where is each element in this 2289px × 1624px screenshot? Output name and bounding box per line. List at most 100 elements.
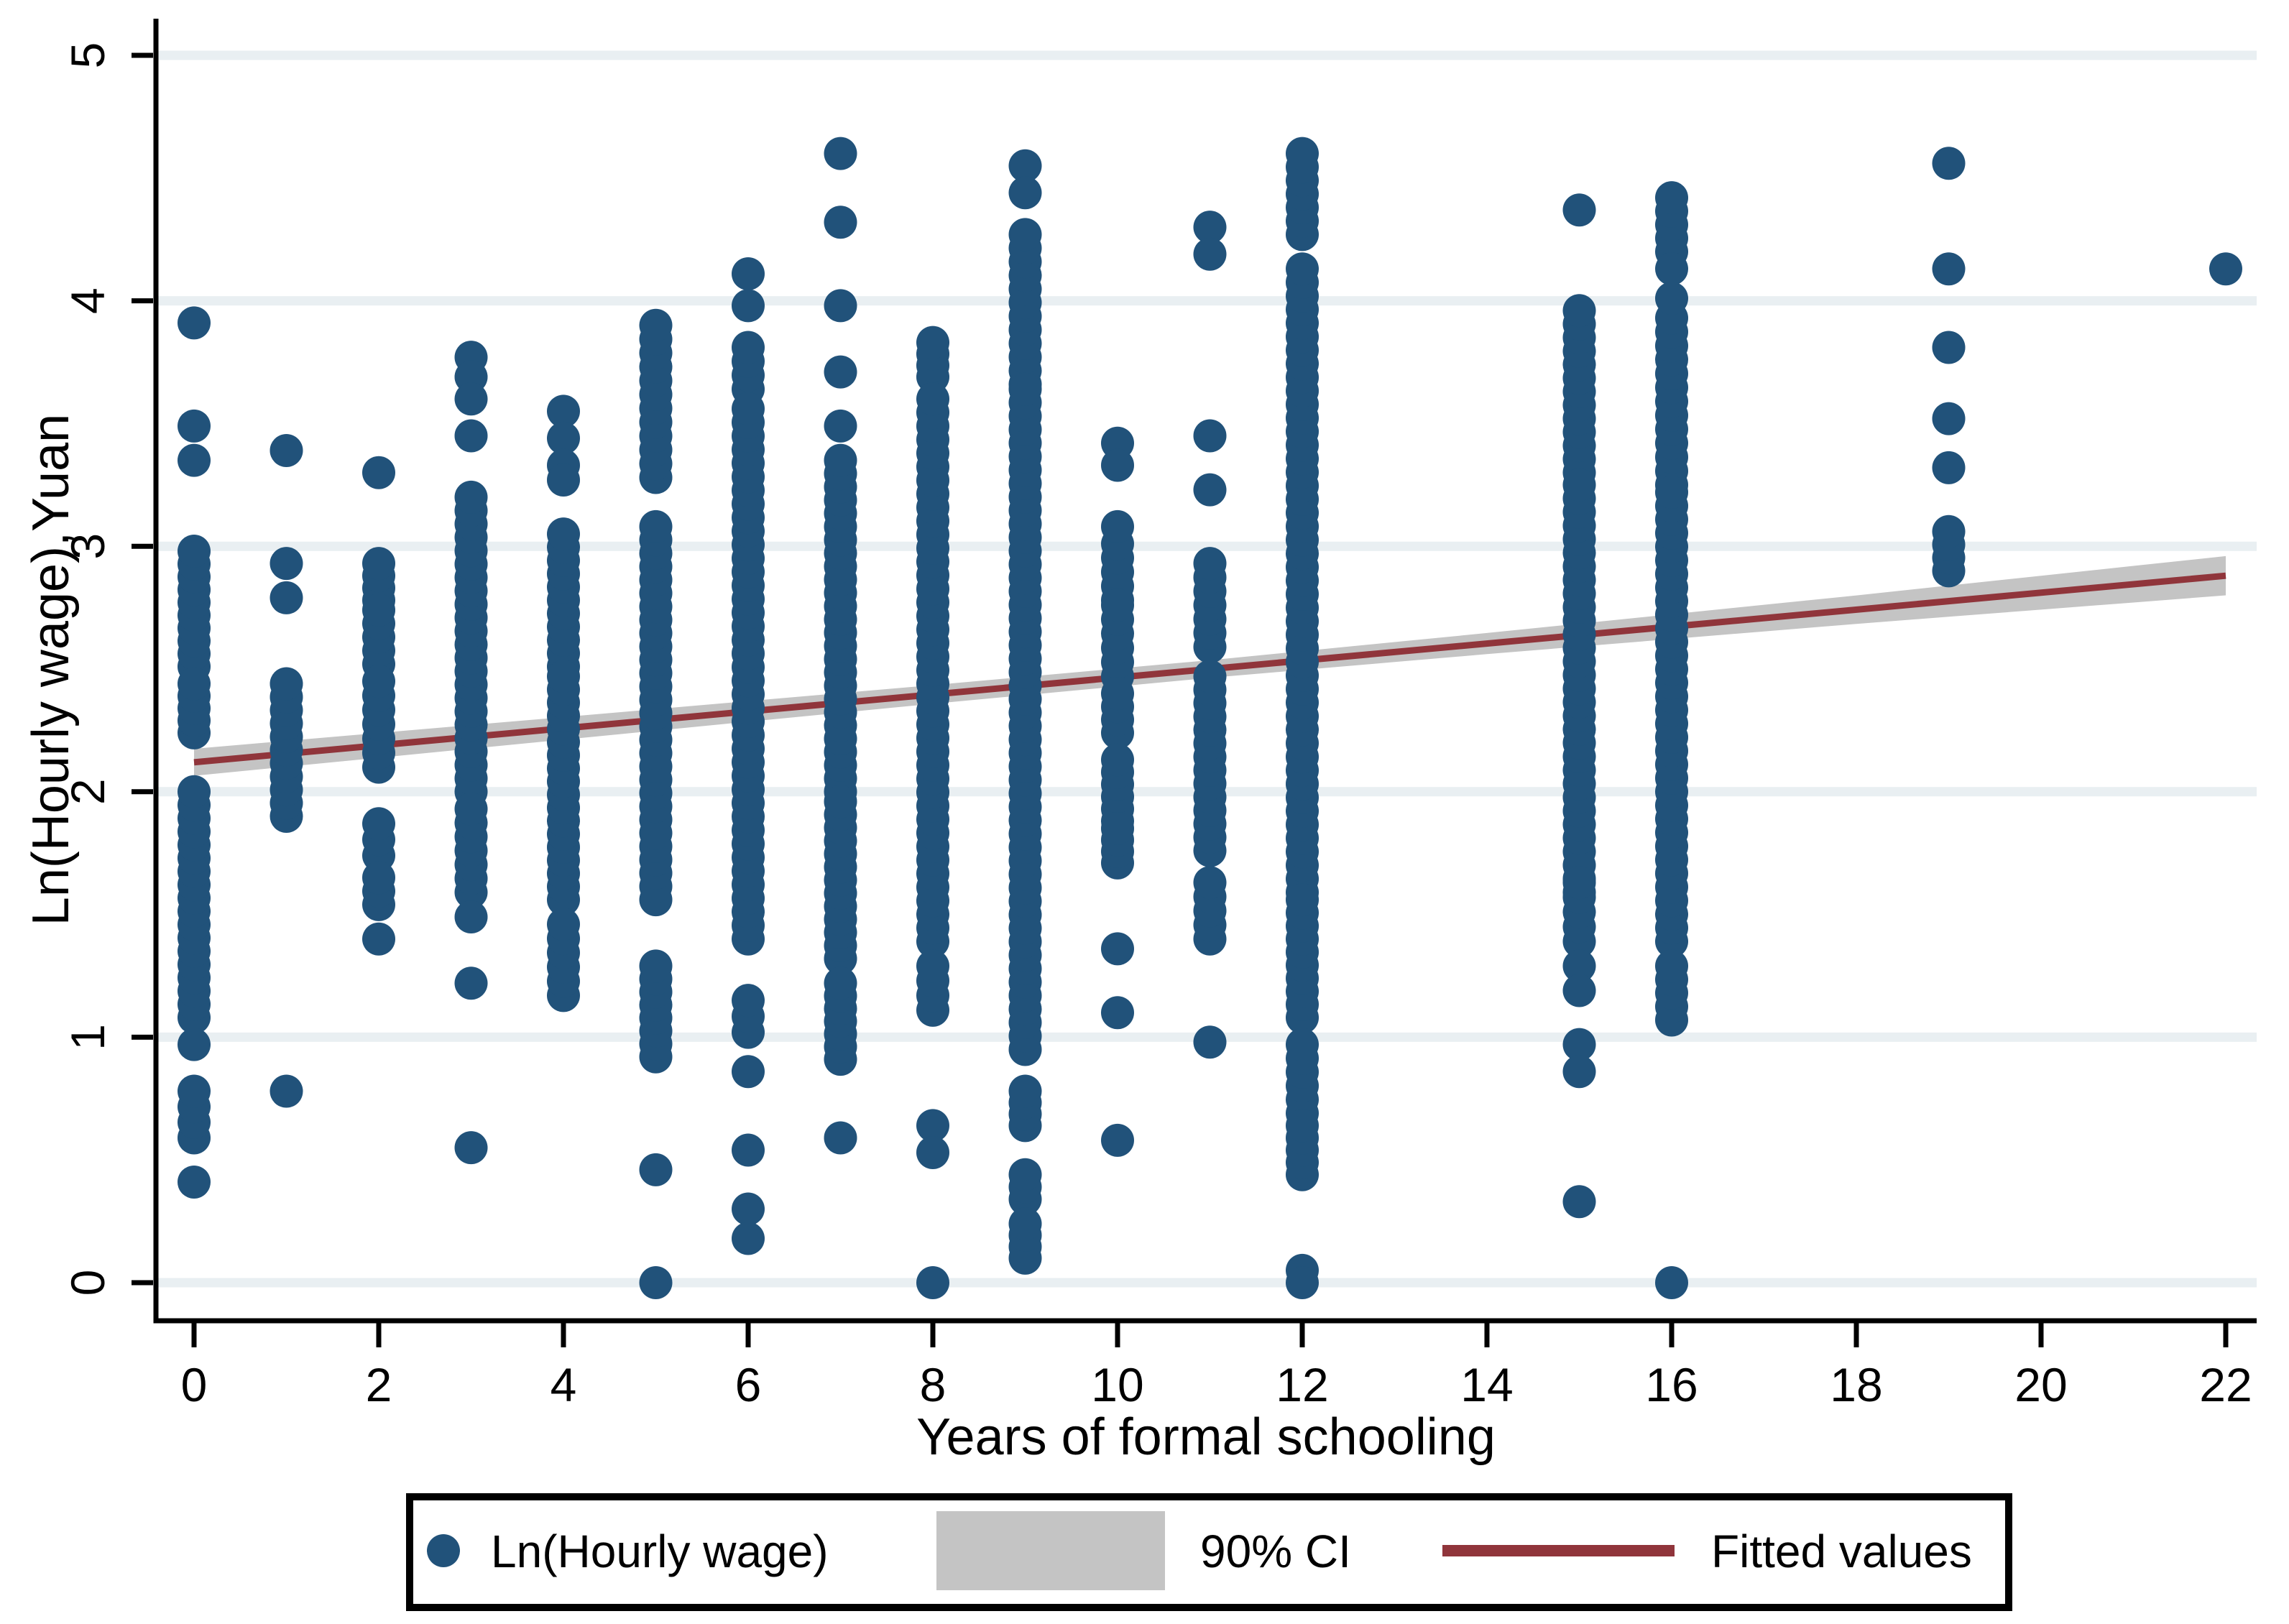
scatter-marker-icon — [427, 1534, 460, 1567]
data-point — [824, 966, 857, 1000]
data-point — [1008, 1207, 1042, 1241]
x-tick-label: 10 — [1091, 1358, 1143, 1411]
data-point — [2209, 252, 2242, 286]
data-point — [178, 306, 211, 340]
data-point — [454, 900, 488, 934]
data-point — [1655, 252, 1688, 286]
data-point — [1008, 1074, 1042, 1108]
data-point — [916, 949, 949, 983]
data-point — [916, 1266, 949, 1299]
data-point — [1008, 1158, 1042, 1191]
data-point — [1101, 589, 1134, 622]
data-point — [270, 581, 303, 614]
data-point — [824, 289, 857, 323]
ci-band-swatch-icon — [936, 1511, 1165, 1590]
data-point — [1286, 883, 1319, 917]
data-point — [1562, 974, 1596, 1007]
x-tick-label: 20 — [2014, 1358, 2067, 1411]
data-point — [547, 463, 580, 497]
data-point — [178, 535, 211, 568]
x-tick-label: 8 — [920, 1358, 947, 1411]
data-point — [1655, 1266, 1688, 1299]
data-point — [1562, 949, 1596, 983]
data-point — [454, 966, 488, 1000]
data-point — [824, 206, 857, 239]
data-point — [1101, 1123, 1134, 1157]
data-point — [1193, 419, 1227, 453]
data-point — [824, 409, 857, 443]
data-point — [639, 1266, 673, 1299]
data-point — [732, 392, 765, 425]
x-tick-label: 18 — [1830, 1358, 1882, 1411]
data-point — [732, 1133, 765, 1167]
data-point — [454, 419, 488, 453]
data-point — [1101, 812, 1134, 846]
y-tick-label: 1 — [61, 1024, 114, 1051]
y-tick-label: 5 — [61, 42, 114, 69]
data-point — [362, 547, 395, 581]
y-tick-label: 3 — [61, 533, 114, 560]
data-point — [547, 908, 580, 941]
data-point — [824, 137, 857, 170]
data-point — [1286, 1266, 1319, 1299]
data-point — [270, 433, 303, 467]
data-point — [1193, 866, 1227, 900]
data-point — [732, 257, 765, 291]
data-point — [1655, 181, 1688, 215]
data-point — [1193, 660, 1227, 693]
data-point — [1655, 476, 1688, 509]
data-point — [1655, 949, 1688, 983]
data-point — [1932, 331, 1966, 364]
y-tick-label: 0 — [61, 1270, 114, 1296]
legend-box — [406, 1493, 2012, 1611]
data-point — [270, 667, 303, 701]
data-point — [1932, 147, 1966, 180]
data-point — [1193, 211, 1227, 244]
data-point — [1193, 1025, 1227, 1059]
data-point — [547, 660, 580, 693]
y-axis-ticks: 0 1 2 3 4 5 — [61, 42, 153, 1296]
data-point — [1101, 677, 1134, 711]
x-tick-label: 2 — [366, 1358, 392, 1411]
data-point — [362, 665, 395, 698]
data-point — [1562, 866, 1596, 900]
data-point — [547, 421, 580, 455]
data-point — [1101, 996, 1134, 1030]
data-point — [1562, 1185, 1596, 1219]
data-point — [1101, 932, 1134, 966]
legend-label-fit: Fitted values — [1711, 1526, 1972, 1577]
data-point — [732, 331, 765, 364]
data-point — [1286, 137, 1319, 170]
data-point — [362, 456, 395, 489]
data-point — [916, 326, 949, 359]
data-point — [178, 1028, 211, 1061]
data-point — [178, 1165, 211, 1199]
data-point — [1101, 743, 1134, 777]
data-point — [362, 861, 395, 895]
data-point — [178, 1074, 211, 1108]
data-point — [362, 594, 395, 627]
legend: Ln(Hourly wage) 90% CI Fitted values — [406, 1493, 2012, 1611]
legend-label-ci: 90% CI — [1200, 1526, 1351, 1577]
x-tick-label: 0 — [181, 1358, 208, 1411]
data-point — [1101, 448, 1134, 482]
x-tick-label: 14 — [1460, 1358, 1513, 1411]
data-point — [1562, 1055, 1596, 1089]
data-point — [639, 1153, 673, 1186]
data-point — [732, 1222, 765, 1255]
data-point — [178, 775, 211, 808]
data-point — [454, 382, 488, 416]
data-point — [1101, 509, 1134, 543]
legend-label-scatter: Ln(Hourly wage) — [491, 1526, 829, 1577]
data-point — [732, 984, 765, 1018]
data-point — [1008, 176, 1042, 210]
data-point — [1932, 252, 1966, 286]
x-tick-label: 4 — [551, 1358, 577, 1411]
data-point — [1562, 193, 1596, 227]
data-point — [824, 355, 857, 389]
x-tick-label: 22 — [2199, 1358, 2252, 1411]
data-point — [547, 395, 580, 428]
data-point — [1932, 451, 1966, 484]
